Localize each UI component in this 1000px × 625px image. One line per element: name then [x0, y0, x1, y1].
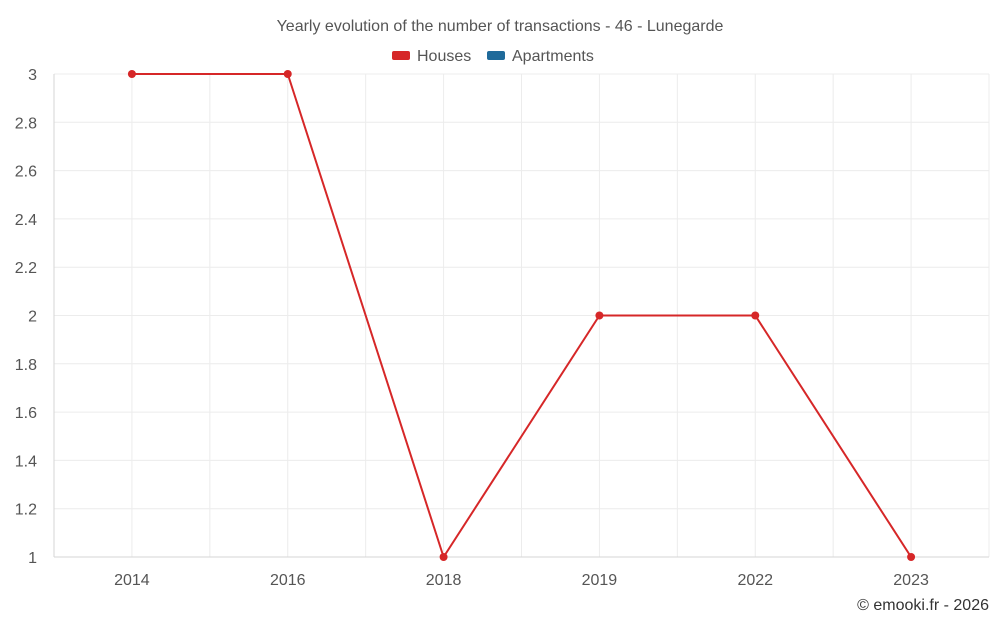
y-tick-label: 2.6 [15, 164, 37, 181]
data-point-houses[interactable] [439, 553, 448, 561]
legend-swatch-houses [392, 51, 410, 60]
x-tick-label: 2014 [114, 572, 150, 589]
data-point-houses[interactable] [595, 311, 604, 320]
data-point-houses[interactable] [907, 553, 916, 561]
x-tick-label: 2018 [426, 572, 462, 589]
y-tick-label: 2.4 [15, 212, 37, 229]
data-point-houses[interactable] [283, 70, 292, 78]
legend: Houses Apartments [392, 48, 594, 65]
y-tick-label: 2 [28, 309, 37, 326]
data-point-houses[interactable] [751, 311, 760, 320]
y-tick-label: 1.2 [15, 502, 37, 519]
y-tick-label: 2.2 [15, 260, 37, 277]
series-layer [127, 70, 916, 561]
x-tick-label: 2016 [270, 572, 306, 589]
data-point-houses[interactable] [127, 70, 136, 78]
axis-layer: 1 1.2 1.4 1.6 1.8 2 2.2 2.4 2.6 2.8 3 2014 2016 2018 2… [15, 67, 989, 589]
credit-text: © emooki.fr - 2026 [857, 597, 989, 614]
legend-swatch-apartments [487, 51, 505, 60]
y-tick-label: 1.6 [15, 405, 37, 422]
series-line-houses [131, 73, 912, 558]
y-tick-label: 3 [28, 67, 37, 84]
x-tick-label: 2022 [737, 572, 773, 589]
y-tick-label: 1.4 [15, 453, 37, 470]
x-tick-label: 2023 [893, 572, 929, 589]
grid-layer [53, 73, 990, 557]
chart-title: Yearly evolution of the number of transa… [277, 18, 724, 35]
y-tick-label: 1 [28, 550, 37, 567]
legend-label-apartments[interactable]: Apartments [512, 48, 594, 65]
legend-label-houses[interactable]: Houses [417, 48, 471, 65]
y-tick-label: 1.8 [15, 357, 37, 374]
x-tick-label: 2019 [582, 572, 618, 589]
y-tick-label: 2.8 [15, 115, 37, 132]
